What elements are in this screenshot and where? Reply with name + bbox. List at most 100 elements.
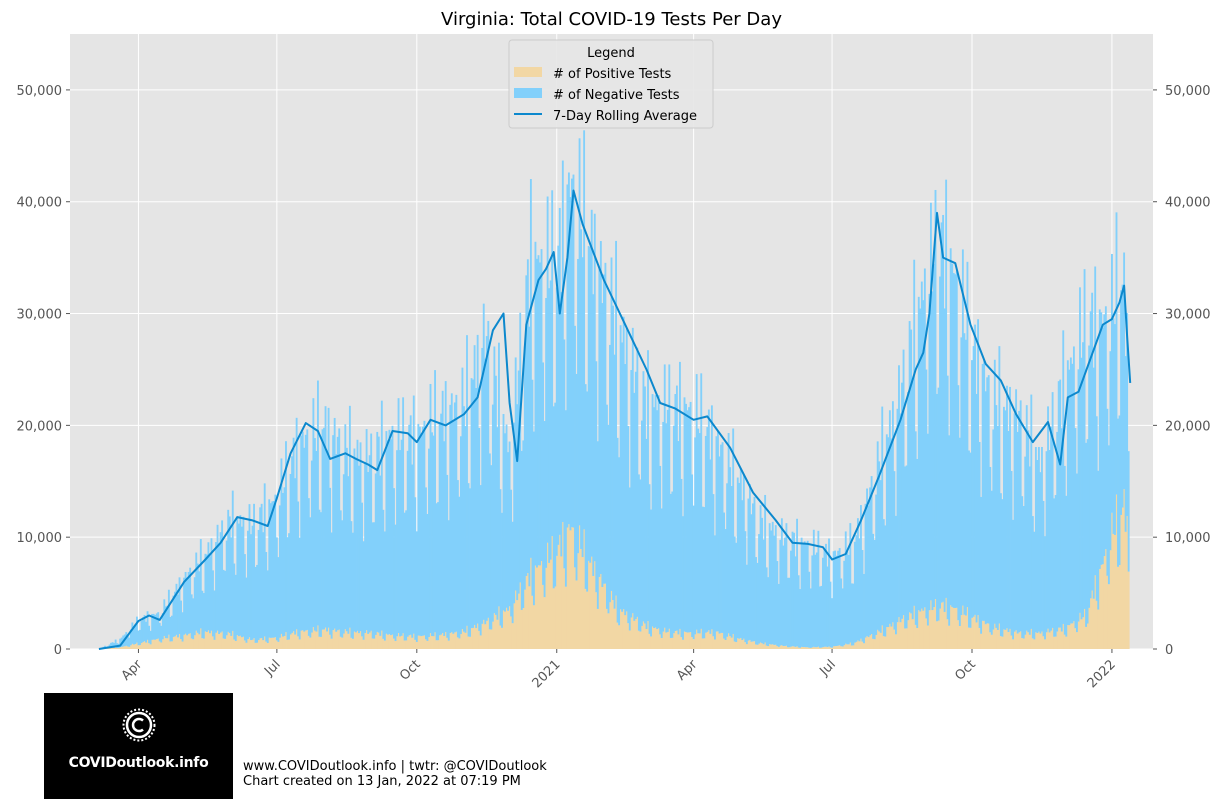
negative-bar xyxy=(864,503,867,638)
y-tick-label-right: 20,000 xyxy=(1165,419,1211,434)
negative-bar xyxy=(612,305,614,600)
positive-bar xyxy=(260,638,263,649)
positive-bar xyxy=(717,631,719,649)
positive-bar xyxy=(166,638,169,649)
positive-bar xyxy=(438,635,441,649)
positive-bar xyxy=(561,521,564,649)
negative-bar xyxy=(972,346,975,617)
negative-bar xyxy=(371,522,374,639)
positive-bar xyxy=(788,647,791,649)
negative-bar xyxy=(1100,312,1103,565)
positive-bar xyxy=(940,602,943,649)
negative-bar xyxy=(1056,431,1059,632)
positive-bar xyxy=(1065,636,1068,649)
positive-bar xyxy=(234,640,237,649)
positive-bar xyxy=(114,647,117,649)
negative-bar xyxy=(292,437,295,632)
negative-bar xyxy=(268,499,271,638)
positive-bar xyxy=(557,544,560,649)
positive-bar xyxy=(978,627,981,649)
negative-bar xyxy=(412,395,415,634)
negative-bar xyxy=(177,594,179,638)
negative-bar xyxy=(1018,410,1021,633)
negative-bar xyxy=(922,300,925,611)
negative-bar xyxy=(920,281,923,609)
positive-bar xyxy=(607,613,610,649)
chart-title: Virginia: Total COVID-19 Tests Per Day xyxy=(441,9,782,30)
positive-bar xyxy=(344,629,347,649)
negative-bar xyxy=(753,496,756,642)
negative-bar xyxy=(534,241,537,566)
negative-bar xyxy=(882,519,885,637)
positive-bar xyxy=(272,637,275,649)
positive-bar xyxy=(282,636,284,649)
negative-bar xyxy=(247,530,249,640)
negative-bar xyxy=(675,385,678,631)
positive-bar xyxy=(1107,584,1110,649)
positive-bar xyxy=(913,605,916,649)
negative-bar xyxy=(908,321,911,613)
positive-bar xyxy=(131,643,134,649)
negative-bar xyxy=(1006,385,1008,629)
positive-bar xyxy=(712,636,715,649)
negative-bar xyxy=(919,308,922,612)
negative-bar xyxy=(199,539,202,629)
negative-bar xyxy=(732,428,735,634)
negative-bar xyxy=(682,516,684,640)
positive-bar xyxy=(446,637,449,649)
negative-bar xyxy=(637,474,640,631)
positive-bar xyxy=(254,642,257,649)
negative-bar xyxy=(914,431,917,625)
positive-bar xyxy=(616,622,619,649)
negative-bar xyxy=(563,339,566,569)
negative-bar xyxy=(441,390,444,633)
negative-bar xyxy=(174,591,176,637)
negative-bar xyxy=(470,378,473,629)
negative-bar xyxy=(910,329,913,614)
positive-bar xyxy=(485,620,488,649)
positive-bar xyxy=(1028,634,1031,649)
positive-bar xyxy=(1071,623,1074,649)
negative-bar xyxy=(984,391,987,625)
negative-bar xyxy=(926,433,929,626)
negative-bar xyxy=(587,246,590,561)
positive-bar xyxy=(1100,564,1103,649)
positive-bar xyxy=(791,646,794,649)
positive-bar xyxy=(175,634,178,649)
positive-bar xyxy=(948,625,951,649)
positive-bar xyxy=(1062,623,1065,649)
negative-bar xyxy=(496,427,499,620)
positive-bar xyxy=(119,647,122,649)
positive-bar xyxy=(164,638,167,649)
negative-bar xyxy=(758,534,760,644)
positive-bar xyxy=(274,637,277,649)
positive-bar xyxy=(945,597,948,649)
negative-bar xyxy=(934,189,937,600)
positive-bar xyxy=(1120,514,1122,649)
negative-bar xyxy=(631,327,634,614)
negative-bar xyxy=(263,483,266,637)
positive-bar xyxy=(517,593,520,649)
positive-bar xyxy=(1069,623,1072,649)
positive-bar xyxy=(172,636,175,649)
negative-bar xyxy=(583,130,586,530)
negative-bar xyxy=(998,346,1001,624)
positive-bar xyxy=(303,631,306,649)
positive-bar xyxy=(484,624,487,649)
credits-line-1: www.COVIDoutlook.info | twtr: @COVIDoutl… xyxy=(243,759,547,774)
negative-bar xyxy=(1091,292,1094,591)
positive-bar xyxy=(621,611,624,649)
negative-bar xyxy=(507,452,510,611)
negative-bar xyxy=(1004,410,1007,630)
positive-bar xyxy=(752,641,754,649)
negative-bar xyxy=(873,539,876,640)
negative-bar xyxy=(861,550,864,642)
negative-bar xyxy=(913,259,916,606)
positive-bar xyxy=(1006,628,1008,649)
positive-bar xyxy=(368,632,371,649)
positive-bar xyxy=(472,627,475,649)
negative-bar xyxy=(358,465,360,634)
negative-bar xyxy=(700,373,703,629)
negative-bar xyxy=(776,561,779,647)
positive-bar xyxy=(359,631,362,649)
